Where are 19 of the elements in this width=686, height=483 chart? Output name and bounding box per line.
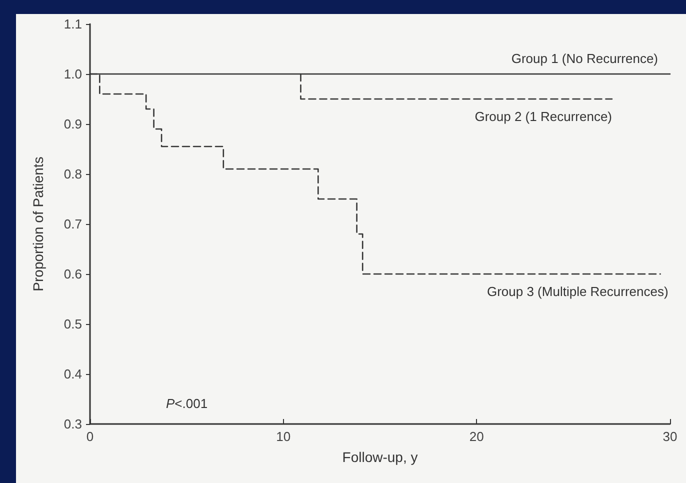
y-tick-label: 1.0: [64, 66, 82, 82]
y-tick-label: 0.3: [64, 416, 82, 432]
y-tick-label: 0.7: [64, 216, 82, 232]
annotation: P<.001: [166, 396, 208, 411]
series-label: Group 2 (1 Recurrence): [474, 109, 612, 124]
series-label: Group 1 (No Recurrence): [511, 51, 658, 66]
y-tick-label: 0.6: [64, 266, 82, 282]
y-tick-label: 0.8: [64, 166, 82, 182]
y-tick-label: 0.5: [64, 316, 82, 332]
y-tick-label: 1.1: [64, 16, 82, 32]
series-label: Group 3 (Multiple Recurrences): [486, 284, 668, 299]
x-tick-label: 10: [276, 429, 291, 444]
x-tick-label: 0: [86, 429, 94, 444]
y-tick-label: 0.9: [64, 116, 82, 132]
y-axis-title: Proportion of Patients: [30, 156, 46, 292]
y-tick-label: 0.4: [64, 366, 82, 382]
x-axis-title: Follow-up, y: [342, 449, 418, 465]
x-tick-label: 30: [662, 429, 678, 444]
x-tick-label: 20: [469, 429, 484, 444]
